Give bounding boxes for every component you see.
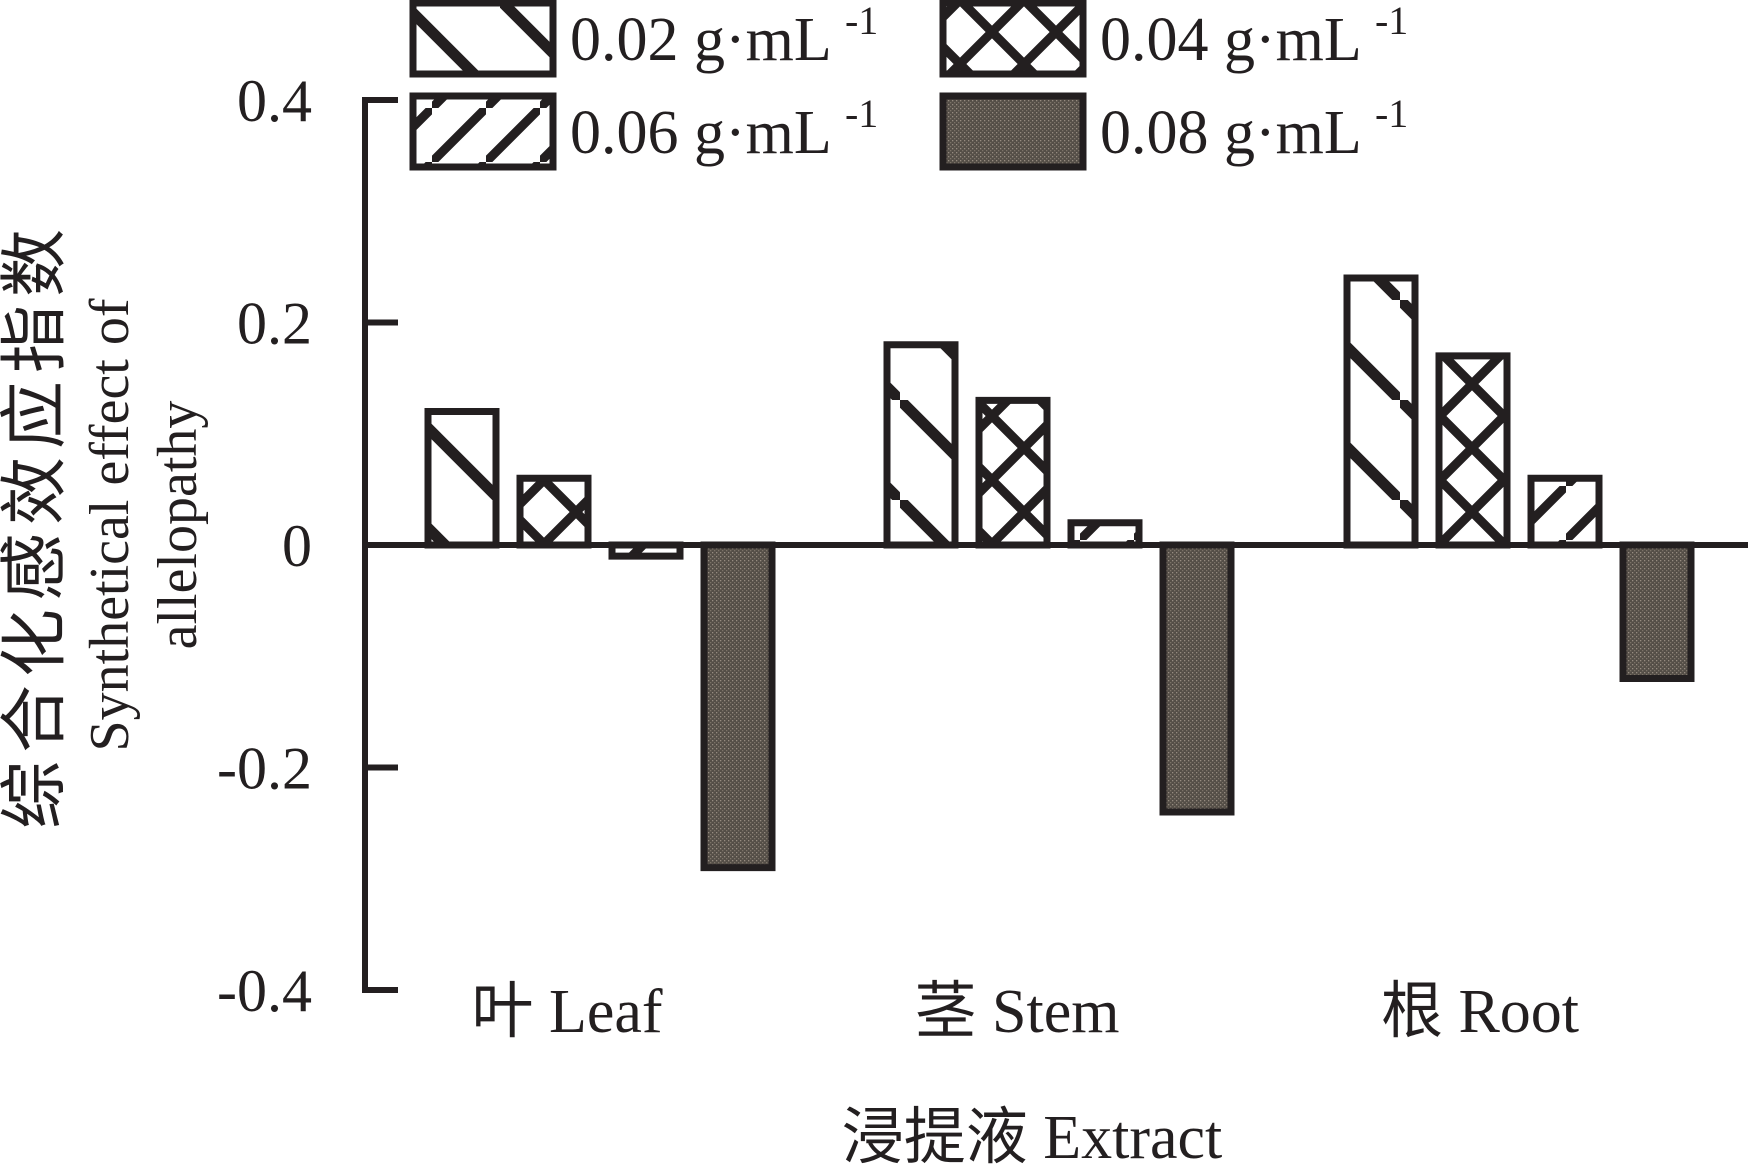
y-tick-label-0: 0 <box>282 513 312 579</box>
legend-swatch-slash-hatch <box>409 92 557 171</box>
bar-leaf-0.04 <box>516 474 592 549</box>
bar-stem-0.06 <box>1067 519 1143 549</box>
x-axis-title: 浸提液 Extract <box>842 1104 1223 1171</box>
bar-stem-0.04 <box>975 396 1051 549</box>
bar-root-0.08 <box>1619 541 1695 682</box>
legend-swatch-crosshatch <box>939 0 1087 78</box>
y-tick-label-0.2: 0.2 <box>237 291 312 357</box>
legend-label-0.08: 0.08 g·mL -1 <box>1100 91 1408 167</box>
y-axis-title-line-en2: allelopathy <box>147 401 209 650</box>
legend: 0.02 g·mL -1 0.04 g·mL -1 0.06 g·mL -1 0.08… <box>409 0 1408 171</box>
bars <box>424 274 1695 872</box>
legend-swatch-dark-solid <box>939 92 1087 171</box>
category-label-stem: 茎 Stem <box>915 978 1120 1046</box>
bar-leaf-0.08 <box>700 541 776 872</box>
y-tick-label--0.4: -0.4 <box>217 958 312 1024</box>
legend-label-0.04: 0.04 g·mL -1 <box>1100 0 1408 74</box>
bar-leaf-0.06 <box>608 541 684 560</box>
legend-label-0.06: 0.06 g·mL -1 <box>570 91 878 167</box>
legend-item-0.06: 0.06 g·mL -1 <box>409 91 878 171</box>
bar-stem-0.02 <box>883 341 959 549</box>
bar-root-0.04 <box>1435 352 1511 549</box>
legend-item-0.04: 0.04 g·mL -1 <box>939 0 1408 78</box>
category-label-root: 根 Root <box>1381 978 1579 1046</box>
y-tick-label-0.4: 0.4 <box>237 68 312 134</box>
bar-root-0.06 <box>1527 474 1603 549</box>
y-axis-title: 综合化感效应指数 Synthetical effect of allelopat… <box>0 221 209 829</box>
legend-item-0.08: 0.08 g·mL -1 <box>939 91 1408 171</box>
legend-item-0.02: 0.02 g·mL -1 <box>409 0 878 78</box>
y-axis-title-line-en1: Synthetical effect of <box>79 298 141 751</box>
x-axis-category-labels: 叶 Leaf 茎 Stem 根 Root <box>471 978 1579 1046</box>
y-axis-title-line-zh: 综合化感效应指数 <box>0 221 73 829</box>
y-tick-label--0.2: -0.2 <box>217 736 312 802</box>
bar-leaf-0.02 <box>424 408 500 549</box>
bar-root-0.02 <box>1343 274 1419 549</box>
category-label-leaf: 叶 Leaf <box>471 978 662 1046</box>
legend-label-0.02: 0.02 g·mL -1 <box>570 0 878 74</box>
bar-stem-0.08 <box>1159 541 1235 816</box>
y-axis-ticks: 0.4 0.2 0 -0.2 -0.4 <box>217 68 398 1024</box>
legend-swatch-backslash-hatch <box>409 0 557 78</box>
